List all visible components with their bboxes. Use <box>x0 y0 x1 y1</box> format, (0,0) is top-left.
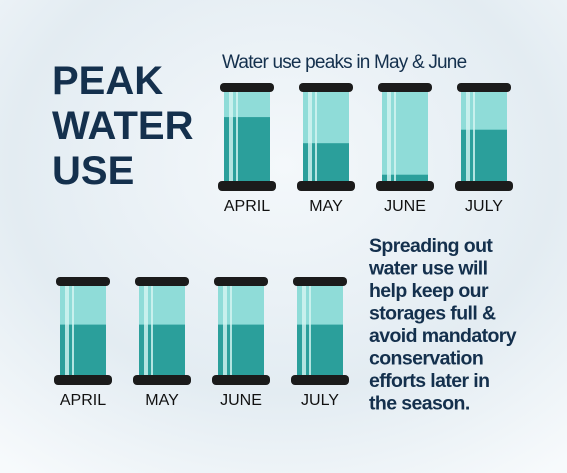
message-line: storages full & <box>369 303 496 325</box>
month-label: MAY <box>145 392 179 409</box>
tank-base <box>291 375 349 385</box>
title-line: PEAK <box>52 59 163 103</box>
title-line: USE <box>52 149 134 193</box>
message-line: avoid mandatory <box>369 325 517 347</box>
panel-heading: Water use peaks in May & June <box>222 52 467 73</box>
tank-stripe <box>308 91 312 181</box>
message-line: water use will <box>368 258 488 280</box>
tank-stripe <box>236 91 238 181</box>
tank-stripe <box>466 91 470 181</box>
month-label: APRIL <box>224 198 270 215</box>
tank-base <box>133 375 191 385</box>
tank-stripe <box>72 285 74 375</box>
tank-cap <box>378 83 432 92</box>
tank-stripe <box>309 285 311 375</box>
tank-stripe <box>151 285 153 375</box>
month-label: JUNE <box>384 198 426 215</box>
tank-base <box>212 375 270 385</box>
tank-cap <box>299 83 353 92</box>
tank-stripe <box>144 285 148 375</box>
message-line: efforts later in <box>369 370 489 392</box>
tank-stripe <box>315 91 317 181</box>
month-label: APRIL <box>60 392 106 409</box>
tank-stripe <box>229 91 233 181</box>
tank-base <box>54 375 112 385</box>
tank-cap <box>56 277 110 286</box>
tank-base <box>376 181 434 191</box>
message-line: conservation <box>369 348 483 370</box>
message-line: the season. <box>369 393 470 415</box>
tank-stripe <box>223 285 227 375</box>
tank-cap <box>293 277 347 286</box>
tank-base <box>218 181 276 191</box>
tank-stripe <box>230 285 232 375</box>
tank-cap <box>457 83 511 92</box>
month-label: JULY <box>301 392 339 409</box>
month-label: JULY <box>465 198 503 215</box>
tank-stripe <box>65 285 69 375</box>
tank-cap <box>214 277 268 286</box>
title-line: WATER <box>52 104 194 148</box>
tank-base <box>297 181 355 191</box>
message-line: help keep our <box>369 280 489 302</box>
infographic: PEAKWATERUSE Water use peaks in May & Ju… <box>0 0 567 473</box>
tank-stripe <box>394 91 396 181</box>
message-line: Spreading out <box>369 235 493 257</box>
month-label: MAY <box>309 198 343 215</box>
tank-cap <box>220 83 274 92</box>
tank-stripe <box>387 91 391 181</box>
month-label: JUNE <box>220 392 262 409</box>
tank-stripe <box>473 91 475 181</box>
tank-stripe <box>302 285 306 375</box>
tank-cap <box>135 277 189 286</box>
tank-base <box>455 181 513 191</box>
